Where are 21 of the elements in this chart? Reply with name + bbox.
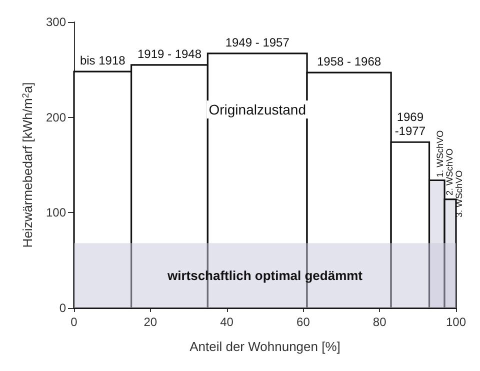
band-label: wirtschaftlich optimal gedämmt (166, 268, 364, 284)
annotation: 2. WSchVO (444, 148, 454, 196)
y-tick-label: 200 (46, 110, 66, 124)
annotation: bis 1918 (80, 54, 126, 68)
x-tick-label: 20 (144, 315, 158, 329)
annotation: 1958 - 1968 (317, 54, 382, 69)
annotation: 1969 -1977 (394, 110, 426, 138)
x-tick-label: 0 (70, 315, 78, 329)
annotation: 1. WSchVO (434, 130, 445, 178)
x-tick-label: 40 (220, 315, 234, 329)
x-axis-title: Anteil der Wohnungen [%] (190, 339, 340, 354)
x-tick-label: 80 (372, 315, 387, 329)
annotation: 1949 - 1957 (225, 36, 290, 50)
x-tick-label: 60 (296, 315, 310, 329)
x-tick-label: 100 (446, 315, 466, 329)
y-tick-label: 0 (59, 301, 66, 315)
annotation: Originalzustand (208, 101, 306, 118)
y-axis-title: Heizwärmebedarf [kWh/m2a] (20, 82, 35, 248)
y-tick-label: 300 (46, 15, 66, 29)
y-tick-label: 100 (46, 206, 66, 220)
annotation: 1919 - 1948 (137, 46, 202, 61)
